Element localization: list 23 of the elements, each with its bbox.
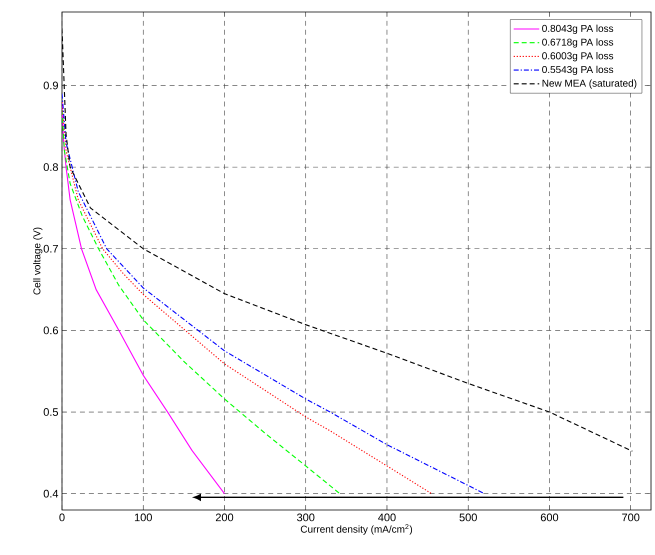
- legend-label: 0.6718g PA loss: [542, 38, 614, 48]
- y-axis-title: Cell voltage (V): [33, 228, 42, 295]
- y-tick-label: 0.5: [44, 408, 58, 416]
- line-series: [62, 109, 340, 494]
- y-tick-label: 0.4: [44, 490, 58, 498]
- x-tick-label: 700: [622, 514, 640, 522]
- x-tick-label: 100: [134, 514, 152, 522]
- x-axis-title: Current density (mA/cm$^{2}$): [300, 524, 412, 535]
- x-tick-label: 500: [460, 514, 477, 522]
- x-tick-label: 600: [540, 514, 558, 522]
- x-tick-label: 200: [216, 514, 234, 522]
- y-tick-label: 0.8: [44, 163, 58, 171]
- y-tick-label: 0.6: [44, 326, 58, 334]
- x-tick-label: 400: [378, 514, 396, 522]
- y-tick-label: 0.9: [44, 82, 58, 90]
- line-series: [62, 101, 226, 494]
- x-tick-label: 0: [59, 514, 65, 522]
- legend-label: New MEA (saturated): [542, 79, 636, 89]
- legend-label: 0.5543g PA loss: [542, 66, 614, 76]
- x-tick-label: 300: [297, 514, 314, 522]
- legend-label: 0.6003g PA loss: [542, 52, 614, 62]
- legend-label: 0.8043g PA loss: [542, 24, 614, 34]
- y-tick-label: 0.7: [44, 244, 58, 253]
